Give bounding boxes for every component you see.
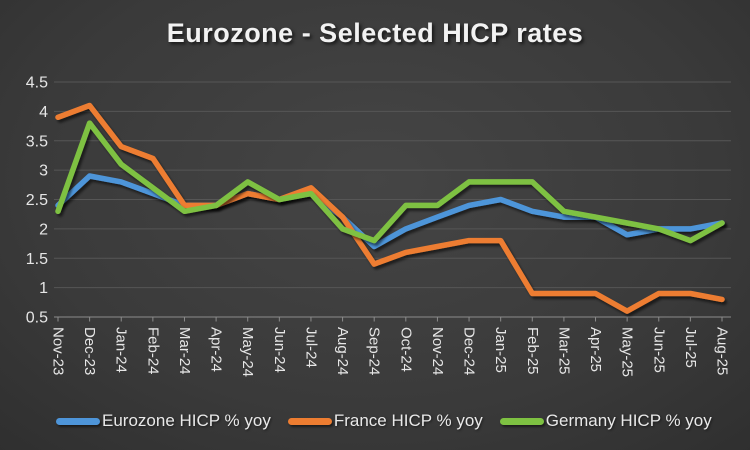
x-axis-label: Jun-25 [650,327,667,373]
x-axis [57,317,723,322]
x-axis-label: Dec-24 [461,327,478,375]
x-axis-label: Apr-24 [208,327,225,372]
series-line-germany [55,120,725,244]
x-axis-label: Oct-24 [397,327,414,372]
x-axis-label: Jul-25 [682,327,699,368]
legend-swatch-germany-icon [499,417,544,425]
y-axis-label: 3 [39,163,48,180]
y-axis-label: 2.5 [26,192,48,209]
legend-label-france: France HICP % yoy [333,411,483,430]
y-axis-labels: 0.5 1 1.5 2 2.5 3 3.5 4 4.5 [26,75,48,327]
legend-item-france: France HICP % yoy [287,411,483,431]
legend-item-germany: Germany HICP % yoy [499,411,712,431]
x-axis-label: Dec-23 [81,327,98,375]
chart-title: Eurozone - Selected HICP rates [166,18,584,48]
x-axis-label: Jan-24 [113,327,130,373]
x-axis-label: May-25 [619,327,636,377]
legend-label-germany: Germany HICP % yoy [545,411,712,430]
legend-label-eurozone: Eurozone HICP % yoy [102,411,271,430]
series-line-eurozone [55,173,725,250]
y-axis-label: 1 [39,280,48,297]
y-axis-label: 2 [39,221,48,238]
series-line-france [55,102,725,314]
x-axis-label: Jan-25 [492,327,509,373]
x-axis-label: Nov-23 [50,327,67,375]
x-axis-label: Mar-25 [555,327,572,375]
x-axis-label: Sep-24 [366,327,383,375]
y-axis-label: 3.5 [26,133,48,150]
x-axis-label: Jun-24 [271,327,288,373]
y-axis-label: 4 [39,104,48,121]
x-axis-label: May-24 [239,327,256,377]
y-axis-label: 0.5 [26,310,48,327]
legend-item-eurozone: Eurozone HICP % yoy [56,411,271,431]
x-axis-label: Feb-24 [144,327,161,375]
x-axis-label: Mar-24 [176,327,193,375]
series-lines [55,102,725,314]
legend-swatch-france-icon [287,417,332,425]
gridlines [54,81,731,318]
y-axis-label: 1.5 [26,251,48,268]
legend-swatch-eurozone-icon [56,417,100,425]
x-axis-label: Apr-25 [587,327,604,372]
x-axis-label: Aug-25 [714,327,731,375]
x-axis-label: Feb-25 [524,327,541,375]
y-axis-label: 4.5 [26,75,48,92]
chart-legend: Eurozone HICP % yoy France HICP % yoy Ge… [56,411,712,431]
x-axis-label: Jul-24 [302,327,319,368]
x-axis-labels: Nov-23 Dec-23 Jan-24 Feb-24 Mar-24 Apr-24 May-… [50,327,731,377]
x-axis-label: Aug-24 [334,327,351,375]
x-axis-label: Nov-24 [429,327,446,375]
